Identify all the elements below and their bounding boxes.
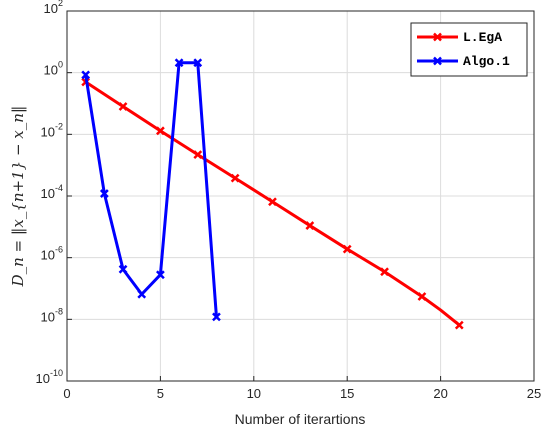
marker-stroke: [193, 150, 203, 159]
data-point-marker: [454, 320, 464, 330]
data-point-marker: [118, 102, 128, 111]
legend-box: [410, 22, 528, 77]
x-tick-label: 0: [63, 386, 70, 401]
data-point-marker: [81, 70, 91, 80]
data-point-marker: [156, 270, 165, 280]
series-layer: [81, 58, 464, 330]
data-point-marker: [417, 292, 427, 301]
y-tick-label: 10-2: [41, 121, 63, 139]
y-tick-label: 10-10: [36, 368, 63, 386]
data-point-marker: [268, 197, 277, 207]
series-line-algo-1: [84, 61, 218, 317]
marker-stroke: [81, 70, 91, 80]
y-tick-label: 100: [44, 60, 63, 78]
x-tick-label: 20: [433, 386, 447, 401]
legend-marker: [433, 32, 442, 42]
data-point-marker: [380, 267, 389, 277]
data-point-marker: [193, 58, 203, 68]
marker-stroke: [212, 312, 221, 322]
marker-stroke: [193, 58, 203, 68]
marker-stroke: [137, 289, 147, 299]
marker-stroke: [268, 197, 277, 207]
plot-frame: [66, 10, 535, 382]
x-tick-label: 5: [157, 386, 164, 401]
marker-stroke: [156, 270, 165, 280]
data-point-marker: [212, 312, 221, 322]
x-tick-labels: 0 5 10 15 20 25: [63, 386, 541, 401]
x-tick-label: 15: [340, 386, 354, 401]
data-point-marker: [174, 58, 184, 68]
legend-label: L.EgA: [463, 30, 502, 45]
marker-stroke: [417, 292, 427, 301]
legend: L.EgA Algo.1: [410, 22, 528, 77]
data-point-marker: [305, 221, 315, 230]
x-tick-label: 10: [247, 386, 261, 401]
x-tick-label: 25: [527, 386, 541, 401]
y-axis-label: D_n = ‖x_{n+1} − x_n‖: [9, 106, 27, 288]
marker-stroke: [454, 320, 464, 330]
marker-stroke: [230, 173, 240, 183]
data-point-marker: [342, 244, 352, 254]
y-tick-label: 102: [44, 0, 63, 16]
legend-label: Algo.1: [463, 54, 510, 69]
y-tick-label: 10-6: [41, 245, 63, 263]
y-tick-label: 10-4: [41, 183, 63, 201]
marker-stroke: [174, 58, 184, 68]
data-point-marker: [230, 173, 240, 183]
data-point-marker: [193, 150, 203, 159]
marker-stroke: [156, 126, 165, 136]
data-point-marker: [118, 264, 128, 274]
y-tick-label: 10-8: [41, 306, 63, 324]
marker-stroke: [99, 189, 109, 198]
marker-stroke: [118, 264, 128, 274]
marker-stroke: [118, 102, 128, 111]
marker-stroke: [342, 244, 352, 254]
data-point-marker: [156, 126, 165, 136]
marker-stroke: [305, 221, 315, 230]
marker-stroke: [380, 267, 389, 277]
data-point-marker: [137, 289, 147, 299]
legend-marker: [433, 56, 442, 66]
x-axis-label: Number of iterartions: [235, 411, 366, 427]
y-tick-labels: 10-10 10-8 10-6 10-4 10-2 100 102: [36, 0, 63, 386]
data-point-marker: [99, 189, 109, 198]
